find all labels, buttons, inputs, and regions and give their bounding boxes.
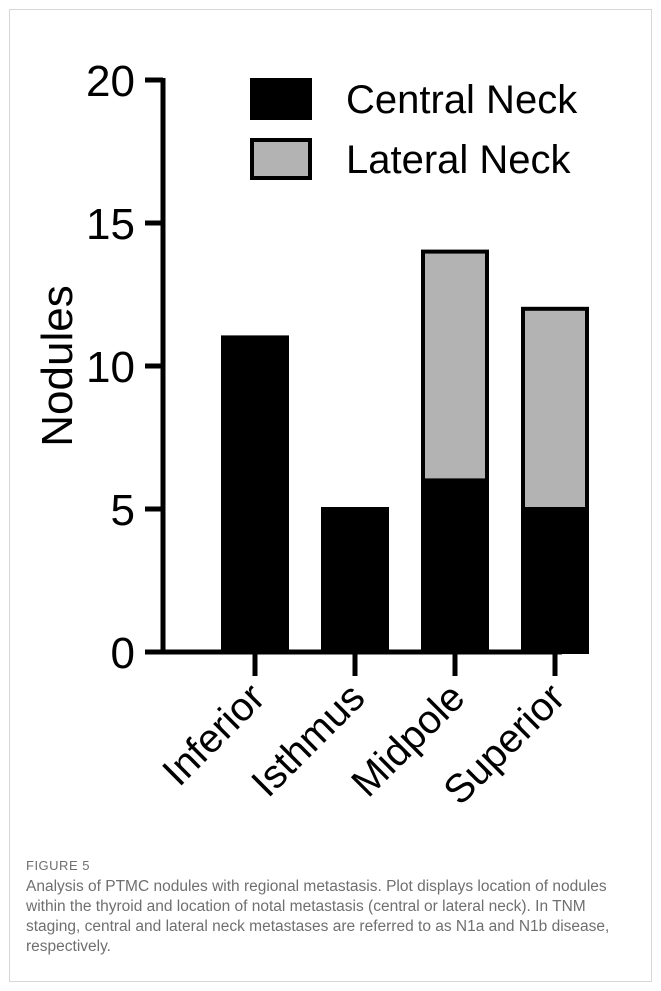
- bars-group: [221, 249, 589, 654]
- legend-label-lateral-neck: Lateral Neck: [346, 138, 572, 182]
- y-axis-label: Nodules: [33, 285, 82, 446]
- legend-label-central-neck: Central Neck: [346, 78, 578, 122]
- legend-swatch-central-neck: [250, 78, 312, 120]
- legend: Central Neck Lateral Neck: [250, 78, 578, 182]
- bar-midpole-central-neck: [421, 478, 489, 654]
- bar-midpole-lateral-neck: [421, 249, 489, 483]
- bar-superior-lateral-neck: [521, 306, 589, 511]
- y-tick-label-5: 5: [111, 486, 135, 535]
- y-tick-label-20: 20: [86, 57, 135, 106]
- y-tick-label-0: 0: [111, 629, 135, 678]
- figure-label: FIGURE 5: [26, 858, 90, 873]
- legend-swatch-lateral-neck: [250, 138, 312, 180]
- figure-caption: Analysis of PTMC nodules with regional m…: [26, 878, 610, 955]
- bar-superior-central-neck: [521, 507, 589, 654]
- bar-inferior-central-neck: [221, 335, 289, 654]
- bar-isthmus-central-neck: [321, 507, 389, 654]
- y-tick-label-10: 10: [86, 343, 135, 392]
- y-tick-label-15: 15: [86, 200, 135, 249]
